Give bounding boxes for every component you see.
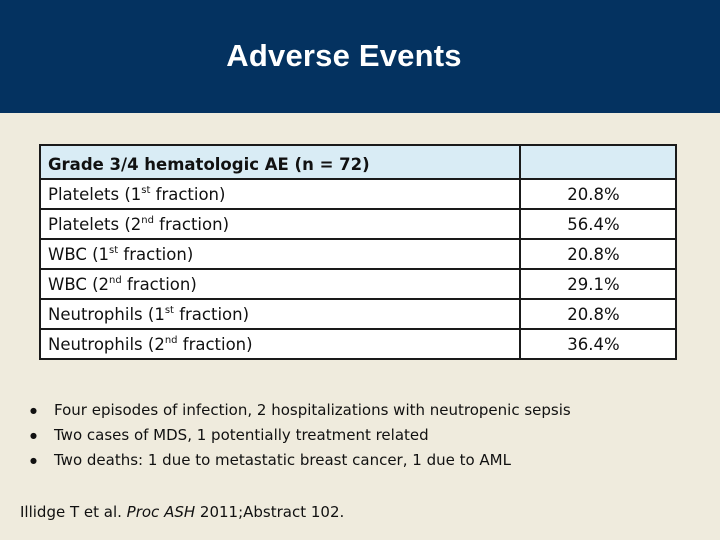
table-header-label: Grade 3/4 hematologic AE (n = 72)	[38, 144, 522, 180]
bullet-icon: ●	[30, 431, 37, 440]
list-item: ● Two cases of MDS, 1 potentially treatme…	[30, 424, 571, 449]
row-value: 20.8%	[519, 298, 677, 330]
bullet-icon: ●	[30, 456, 37, 465]
row-value: 56.4%	[519, 208, 677, 240]
row-label: WBC (1st fraction)	[38, 238, 522, 270]
row-label: Platelets (1st fraction)	[38, 178, 522, 210]
row-label: Platelets (2nd fraction)	[38, 208, 522, 240]
table-row: WBC (2nd fraction) 29.1%	[38, 268, 677, 300]
row-value: 20.8%	[519, 178, 677, 210]
table-row: WBC (1st fraction) 20.8%	[38, 238, 677, 270]
slide-title: Adverse Events	[226, 38, 462, 73]
row-value: 29.1%	[519, 268, 677, 300]
bullet-list: ● Four episodes of infection, 2 hospitali…	[30, 399, 571, 474]
row-value: 20.8%	[519, 238, 677, 270]
list-item: ● Four episodes of infection, 2 hospitali…	[30, 399, 571, 424]
title-banner	[0, 0, 720, 113]
table-header-value	[519, 144, 677, 180]
list-item: ● Two deaths: 1 due to metastatic breast …	[30, 449, 571, 474]
table-row: Platelets (1st fraction) 20.8%	[38, 178, 677, 210]
row-value: 36.4%	[519, 328, 677, 360]
reference-citation: Illidge T et al. Proc ASH 2011;Abstract …	[20, 503, 345, 521]
table-header-row: Grade 3/4 hematologic AE (n = 72)	[38, 144, 677, 180]
table-row: Neutrophils (2nd fraction) 36.4%	[38, 328, 677, 360]
row-label: WBC (2nd fraction)	[38, 268, 522, 300]
row-label: Neutrophils (2nd fraction)	[38, 328, 522, 360]
adverse-events-table: Grade 3/4 hematologic AE (n = 72) Platel…	[38, 144, 677, 360]
table-row: Platelets (2nd fraction) 56.4%	[38, 208, 677, 240]
bullet-icon: ●	[30, 406, 37, 415]
row-label: Neutrophils (1st fraction)	[38, 298, 522, 330]
table-row: Neutrophils (1st fraction) 20.8%	[38, 298, 677, 330]
